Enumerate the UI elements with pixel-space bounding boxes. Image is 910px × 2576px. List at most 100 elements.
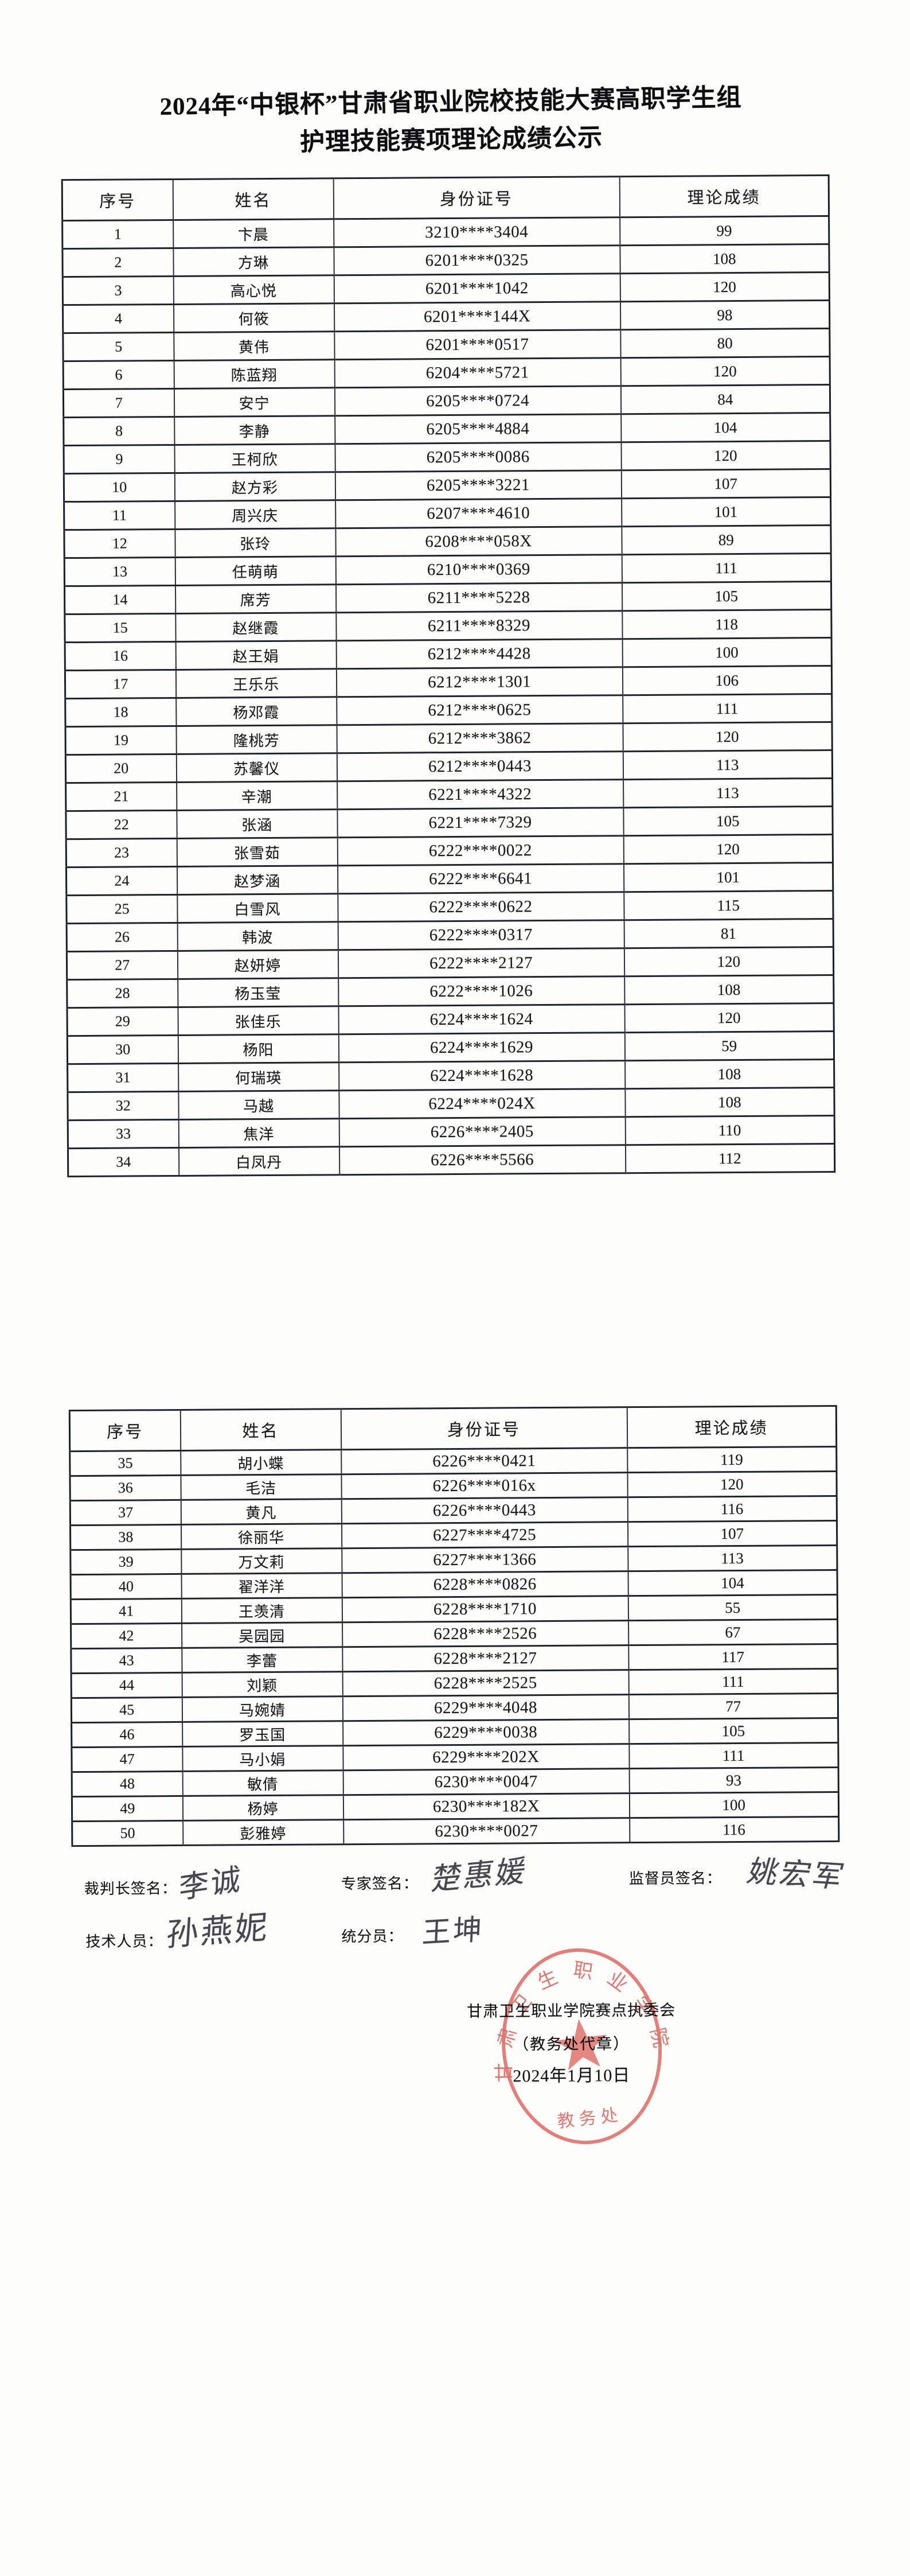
cell-score: 119 (627, 1446, 837, 1473)
table-row: 15 赵继霞 6211****8329 118 (64, 609, 832, 643)
table-row: 18 杨邓霞 6212****0625 111 (65, 694, 832, 727)
cell-id-number: 6221****4322 (337, 779, 623, 810)
table-row: 27 赵妍婷 6222****2127 120 (67, 947, 834, 980)
cell-score: 111 (622, 553, 831, 583)
cell-score: 120 (624, 1003, 834, 1033)
cell-score: 120 (622, 722, 833, 752)
cell-id-number: 6204****5721 (334, 357, 621, 388)
cell-name: 韩波 (177, 921, 338, 951)
table-row: 34 白凤丹 6226****5566 112 (68, 1143, 835, 1177)
cell-index: 50 (72, 1820, 183, 1846)
cell-score: 99 (619, 216, 829, 246)
cell-score: 80 (620, 328, 830, 358)
table-row: 16 赵王娟 6212****4428 100 (65, 637, 832, 671)
cell-score: 120 (623, 834, 833, 864)
cell-score: 100 (629, 1792, 839, 1818)
table-row: 50 彭雅婷 6230****0027 116 (72, 1816, 839, 1846)
table-row: 31 何瑞瑛 6224****1628 108 (67, 1059, 834, 1092)
cell-name: 白凤丹 (178, 1146, 339, 1176)
table-row: 20 苏馨仪 6212****0443 113 (65, 750, 833, 783)
scores-table-2: 序号 姓名 身份证号 理论成绩 35 胡小蝶 6226****0421 119 36 毛洁… (68, 1404, 840, 1847)
cell-name: 杨邓霞 (175, 696, 337, 726)
cell-name: 赵妍婷 (177, 950, 338, 979)
cell-index: 49 (72, 1796, 183, 1822)
cell-name: 隆桃芳 (175, 725, 337, 754)
cell-index: 9 (64, 445, 175, 474)
table-row: 2 方琳 6201****0325 108 (62, 244, 830, 277)
cell-name: 辛潮 (176, 781, 337, 811)
cell-name: 李静 (174, 415, 335, 445)
cell-name: 敏倩 (182, 1770, 343, 1796)
table-row: 5 黄伟 6201****0517 80 (63, 328, 830, 361)
cell-name: 王柯欣 (174, 443, 335, 473)
cell-name: 何瑞瑛 (178, 1062, 339, 1092)
cell-id-number: 6222****0317 (338, 920, 624, 950)
table-row: 28 杨玉莹 6222****1026 108 (67, 975, 834, 1008)
seal-ring (502, 1948, 662, 2145)
cell-name: 翟洋洋 (181, 1573, 342, 1599)
cell-id-number: 6211****5228 (335, 582, 622, 613)
cell-name: 刘颖 (182, 1671, 343, 1698)
cell-name: 苏馨仪 (176, 753, 337, 783)
cell-score: 120 (620, 272, 830, 302)
cell-score: 81 (624, 919, 834, 948)
cell-name: 张雪茹 (177, 837, 338, 867)
cell-id-number: 6222****6641 (337, 863, 624, 894)
cell-score: 111 (628, 1668, 838, 1695)
cell-name: 任萌萌 (175, 556, 336, 586)
cell-id-number: 6201****1042 (334, 273, 620, 303)
cell-index: 2 (62, 248, 174, 277)
cell-index: 45 (71, 1697, 182, 1723)
cell-id-number: 6212****0443 (337, 751, 623, 781)
cell-score: 120 (620, 441, 831, 470)
cell-name: 黄伟 (173, 331, 335, 361)
cell-id-number: 6201****0325 (333, 245, 620, 275)
cell-index: 29 (67, 1007, 178, 1036)
table-row: 24 赵梦涵 6222****6641 101 (66, 862, 833, 896)
cell-score: 113 (623, 750, 833, 780)
cell-id-number: 6229****0038 (342, 1719, 629, 1746)
cell-id-number: 6229****202X (342, 1744, 630, 1770)
cell-index: 1 (62, 220, 173, 249)
cell-index: 11 (64, 501, 175, 530)
cell-id-number: 6228****2127 (342, 1645, 629, 1672)
cell-score: 98 (620, 300, 830, 330)
cell-score: 112 (625, 1143, 835, 1173)
cell-score: 89 (621, 525, 831, 555)
cell-name: 陈蓝翔 (174, 359, 335, 389)
cell-score: 93 (629, 1767, 839, 1793)
seal-bottom-text: 教务处 (556, 2106, 623, 2131)
cell-name: 安宁 (174, 387, 335, 417)
cell-score: 111 (628, 1742, 839, 1769)
cell-id-number: 6201****144X (334, 301, 620, 332)
col-header-score: 理论成绩 (619, 175, 829, 217)
cell-name: 王乐乐 (175, 668, 337, 698)
cell-id-number: 6228****2526 (342, 1620, 628, 1647)
cell-score: 67 (628, 1619, 838, 1645)
cell-index: 25 (66, 894, 178, 924)
supervisor-signature-handwriting: 姚宏军 (744, 1855, 849, 1894)
cell-index: 33 (68, 1119, 179, 1149)
cell-index: 41 (71, 1598, 182, 1624)
cell-name: 胡小蝶 (180, 1449, 341, 1476)
cell-score: 105 (622, 581, 831, 611)
cell-id-number: 6205****4884 (334, 414, 621, 444)
cell-index: 5 (63, 332, 174, 361)
cell-name: 彭雅婷 (182, 1819, 343, 1846)
cell-score: 108 (624, 1059, 834, 1089)
cell-score: 104 (628, 1570, 838, 1596)
cell-name: 吴园园 (181, 1622, 342, 1648)
cell-name: 黄凡 (181, 1499, 342, 1525)
cell-name: 徐丽华 (181, 1523, 342, 1550)
cell-index: 38 (70, 1524, 181, 1550)
table-row: 29 张佳乐 6224****1624 120 (67, 1003, 834, 1036)
cell-id-number: 6212****0625 (336, 695, 623, 725)
cell-name: 万文莉 (181, 1548, 342, 1574)
cell-id-number: 6224****1624 (338, 1004, 625, 1034)
cell-index: 19 (65, 726, 177, 755)
cell-id-number: 6208****058X (335, 526, 622, 557)
cell-name: 赵继霞 (175, 612, 337, 642)
cell-id-number: 6226****0421 (341, 1447, 627, 1474)
cell-index: 22 (65, 810, 177, 839)
cell-score: 100 (622, 637, 832, 667)
